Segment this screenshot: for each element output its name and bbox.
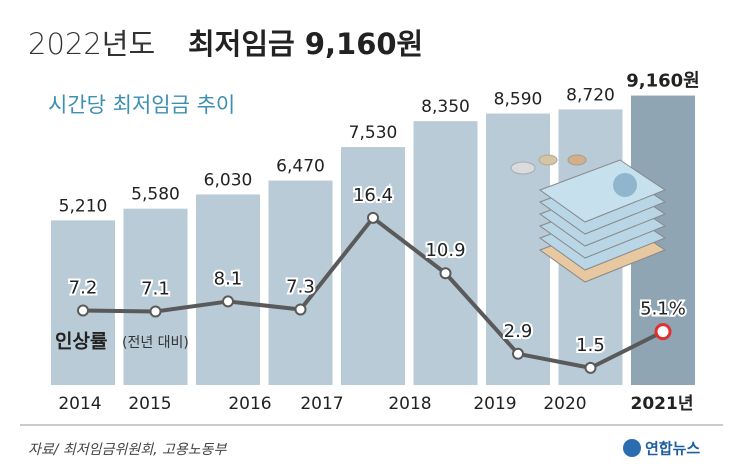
x-tick-label: 2016 — [228, 394, 271, 414]
bar — [196, 194, 260, 385]
rate-marker — [584, 361, 597, 374]
bar-value-label: 7,530 — [349, 123, 398, 143]
rate-marker — [222, 295, 234, 308]
rate-value-label: 7.2 — [69, 277, 98, 298]
subtitle: 시간당 최저임금 추이 — [48, 93, 235, 117]
logo: 연합뉴스 — [645, 440, 700, 458]
rate-marker — [77, 304, 89, 317]
x-tick-label: 2021년 — [631, 394, 694, 414]
title-prefix: 2022년도 — [28, 27, 155, 61]
bar-value-label: 6,470 — [276, 157, 325, 177]
bar-value-label: 5,210 — [59, 196, 108, 216]
logo-icon — [623, 439, 641, 457]
rate-value-label: 8.1 — [214, 268, 243, 289]
bar — [51, 220, 115, 385]
x-tick-label: 2018 — [388, 394, 431, 414]
rate-marker — [149, 305, 162, 318]
bar-value-label: 6,030 — [204, 170, 253, 190]
rate-marker — [294, 303, 307, 316]
x-tick-label: 2019 — [473, 394, 516, 414]
rate-marker — [367, 211, 379, 224]
bar-value-label: 5,580 — [131, 185, 180, 205]
bar — [341, 147, 405, 385]
rate-value-label: 2.9 — [504, 321, 533, 342]
legend-label: 인상률 — [55, 331, 107, 353]
x-tick-label: 2017 — [300, 394, 343, 414]
bar — [486, 113, 550, 385]
rate-value-label: 7.3 — [286, 276, 315, 297]
rate-marker — [654, 323, 672, 341]
rate-marker — [512, 347, 524, 360]
bar-value-label: 9,160원 — [626, 71, 700, 92]
rate-value-label: 5.1% — [640, 299, 686, 320]
line-layer: 7.2 7.1 8.1 7.3 16.4 10.9 2.9 1.5 5.1% — [67, 183, 688, 374]
rate-value-label: 10.9 — [425, 240, 465, 261]
bar-value-label: 8,720 — [566, 85, 615, 105]
money-illustration — [510, 154, 667, 283]
rate-marker — [439, 267, 452, 280]
bar — [123, 208, 188, 385]
rate-value-label: 1.5 — [576, 335, 605, 356]
bar — [413, 121, 478, 385]
bar-value-label: 8,590 — [494, 90, 543, 110]
x-tick-label: 2020 — [543, 394, 586, 414]
x-tick-label: 2015 — [128, 394, 171, 414]
rate-value-label: 7.1 — [141, 279, 170, 300]
chart-title: 최저임금 9,160원 — [188, 27, 423, 61]
bar-value-label: 8,350 — [421, 97, 470, 117]
source: 자료/ 최저임금위원회, 고용노동부 — [28, 442, 228, 458]
legend-note: (전년 대비) — [122, 335, 189, 351]
x-tick-label: 2014 — [58, 394, 101, 414]
rate-value-label: 16.4 — [353, 185, 393, 206]
x-axis: 2014 2015 2016 2017 2018 2019 2020 2021년 — [58, 394, 693, 414]
